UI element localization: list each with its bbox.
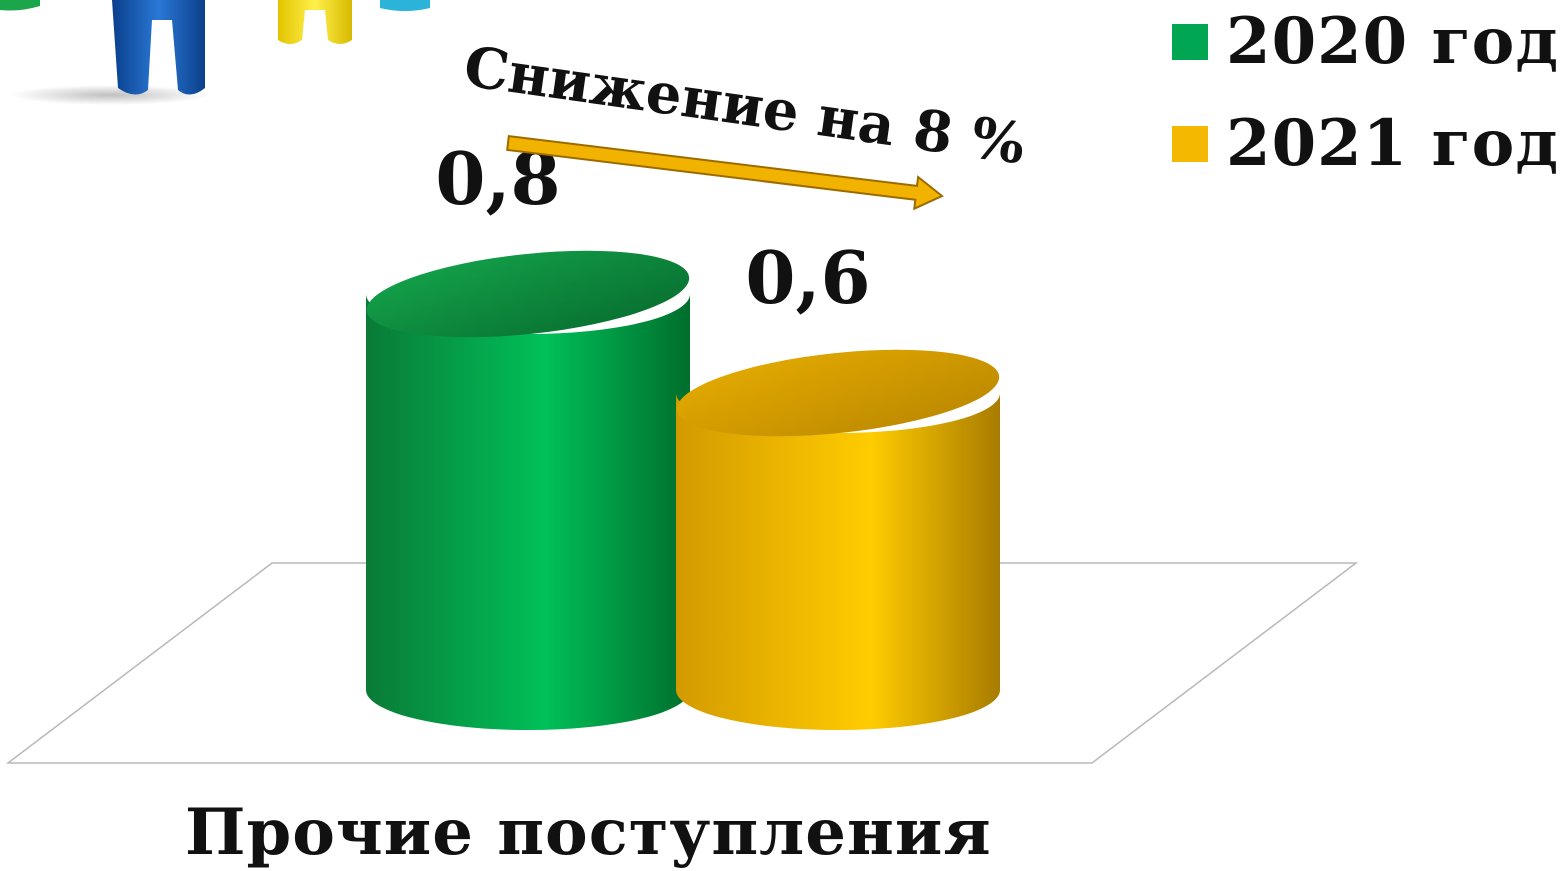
legend-label-2021: 2021 год (1226, 106, 1559, 181)
bar-top (366, 250, 690, 338)
data-label: 0,6 (745, 235, 870, 320)
blue-figure-legs (112, 0, 205, 95)
chart-legend: 2020 год 2021 год (1172, 2, 1559, 184)
bar-2021-год (676, 349, 1000, 730)
people-figures-image (0, 0, 430, 105)
legend-item-2021: 2021 год (1172, 104, 1559, 184)
legend-swatch-2021 (1172, 126, 1209, 162)
legend-swatch-2020 (1172, 24, 1209, 60)
legend-label-2020: 2020 год (1226, 4, 1559, 79)
bar-body (676, 393, 1000, 730)
cyan-figure-leg (380, 0, 430, 11)
trend-arrow (506, 134, 944, 211)
figure-shadow (10, 85, 210, 105)
bar-2020-год (366, 250, 690, 730)
bar-body (366, 294, 690, 730)
bar-top (676, 349, 1000, 437)
category-label: Прочие поступления (185, 795, 992, 870)
yellow-figure-legs (278, 0, 352, 44)
green-figure-leg (0, 0, 40, 11)
legend-item-2020: 2020 год (1172, 2, 1559, 82)
